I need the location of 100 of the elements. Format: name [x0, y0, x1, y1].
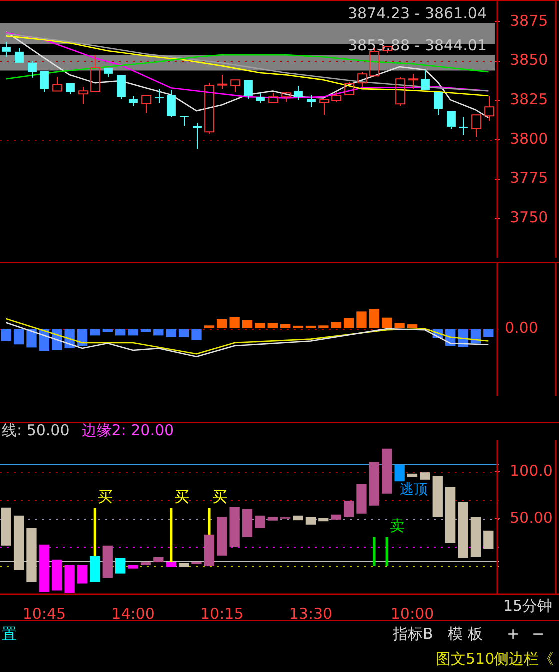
bar: [331, 514, 342, 520]
y-tick-label: 3875: [510, 12, 548, 30]
candlestick: [421, 70, 430, 90]
bar: [407, 324, 418, 328]
text: 边缘2: 20.00: [82, 421, 174, 440]
bar: [102, 546, 113, 578]
bar: [242, 320, 253, 328]
candlestick: [320, 100, 330, 116]
bar: [369, 309, 380, 328]
candlestick: [408, 74, 418, 90]
candlestick: [104, 68, 113, 78]
bar: [154, 557, 164, 563]
candlestick: [2, 42, 11, 58]
bar: [394, 464, 405, 482]
candlestick: [472, 114, 482, 138]
bar: [255, 323, 266, 328]
bar: [116, 330, 126, 336]
bar: [255, 516, 266, 528]
candlestick: [129, 95, 138, 107]
bar: [280, 324, 291, 328]
bar: [394, 323, 405, 328]
y-tick-label: 3775: [510, 169, 548, 188]
bar: [369, 462, 380, 506]
candlestick: [434, 92, 443, 116]
candlestick: [180, 116, 189, 127]
candlestick: [78, 86, 88, 104]
bar: [102, 330, 113, 332]
bar: [52, 560, 62, 591]
bar: [382, 448, 392, 494]
bar: [306, 326, 316, 328]
text: +: [507, 625, 520, 643]
bar: [484, 330, 494, 338]
candlestick: [142, 95, 152, 114]
bar: [77, 330, 88, 346]
candlestick: [307, 94, 316, 108]
bar: [140, 330, 152, 332]
text: 指标B: [393, 625, 434, 644]
data-label: 买: [174, 488, 190, 506]
bar: [356, 484, 367, 514]
bar: [293, 516, 304, 521]
candlestick: [52, 76, 62, 92]
y-tick-label: 3850: [510, 51, 548, 70]
candlestick: [28, 60, 37, 78]
bar: [1, 508, 12, 546]
text: −: [532, 625, 545, 643]
x-tick-label: 14:00: [112, 604, 155, 623]
band-label: 3874.23 - 3861.04: [348, 4, 487, 23]
bar: [306, 517, 316, 525]
bar: [166, 562, 176, 568]
bar: [458, 502, 468, 558]
bar: [268, 323, 278, 328]
x-tick-label: 10:45: [22, 604, 66, 623]
text: 置: [2, 625, 17, 644]
candlestick: [244, 80, 253, 100]
candlestick: [230, 80, 240, 93]
candlestick: [155, 88, 164, 104]
x-axis-title: 15分钟: [503, 596, 553, 615]
bar: [407, 474, 418, 478]
bar: [446, 487, 456, 544]
y-tick-label: 3825: [510, 90, 548, 109]
bar: [484, 530, 494, 550]
bar: [116, 558, 126, 574]
bar: [217, 517, 228, 556]
candlestick: [193, 122, 202, 150]
bar: [90, 330, 100, 336]
bar: [128, 330, 138, 336]
candlestick: [218, 74, 228, 90]
y-tick-label: 100.0: [510, 462, 553, 480]
bar: [230, 317, 240, 328]
bar: [356, 312, 367, 328]
bar: [318, 326, 329, 328]
candlestick: [90, 54, 100, 93]
bar: [331, 322, 342, 328]
y-tick-label: 50.00: [510, 508, 553, 527]
bar: [128, 565, 138, 569]
bar: [178, 330, 190, 338]
bar: [382, 318, 392, 328]
bar: [420, 472, 430, 480]
bar: [386, 537, 388, 566]
bar: [204, 534, 214, 566]
bar: [432, 476, 443, 518]
bar: [293, 326, 304, 328]
y-tick-label: 3800: [510, 130, 548, 148]
bar: [14, 516, 24, 571]
text: 侧边栏《: [494, 650, 554, 669]
bar: [470, 517, 482, 558]
candlestick: [66, 83, 75, 95]
bar: [39, 544, 50, 592]
bar: [344, 318, 354, 328]
x-tick-label: 10:00: [390, 604, 434, 623]
bar: [14, 330, 24, 345]
bar: [268, 517, 278, 521]
bar: [178, 563, 190, 568]
bar: [344, 500, 354, 518]
candlestick: [459, 116, 468, 136]
bar: [154, 330, 164, 336]
bar: [1, 330, 12, 342]
bar: [217, 320, 228, 328]
bar: [26, 528, 37, 582]
data-label: 买: [98, 488, 114, 506]
